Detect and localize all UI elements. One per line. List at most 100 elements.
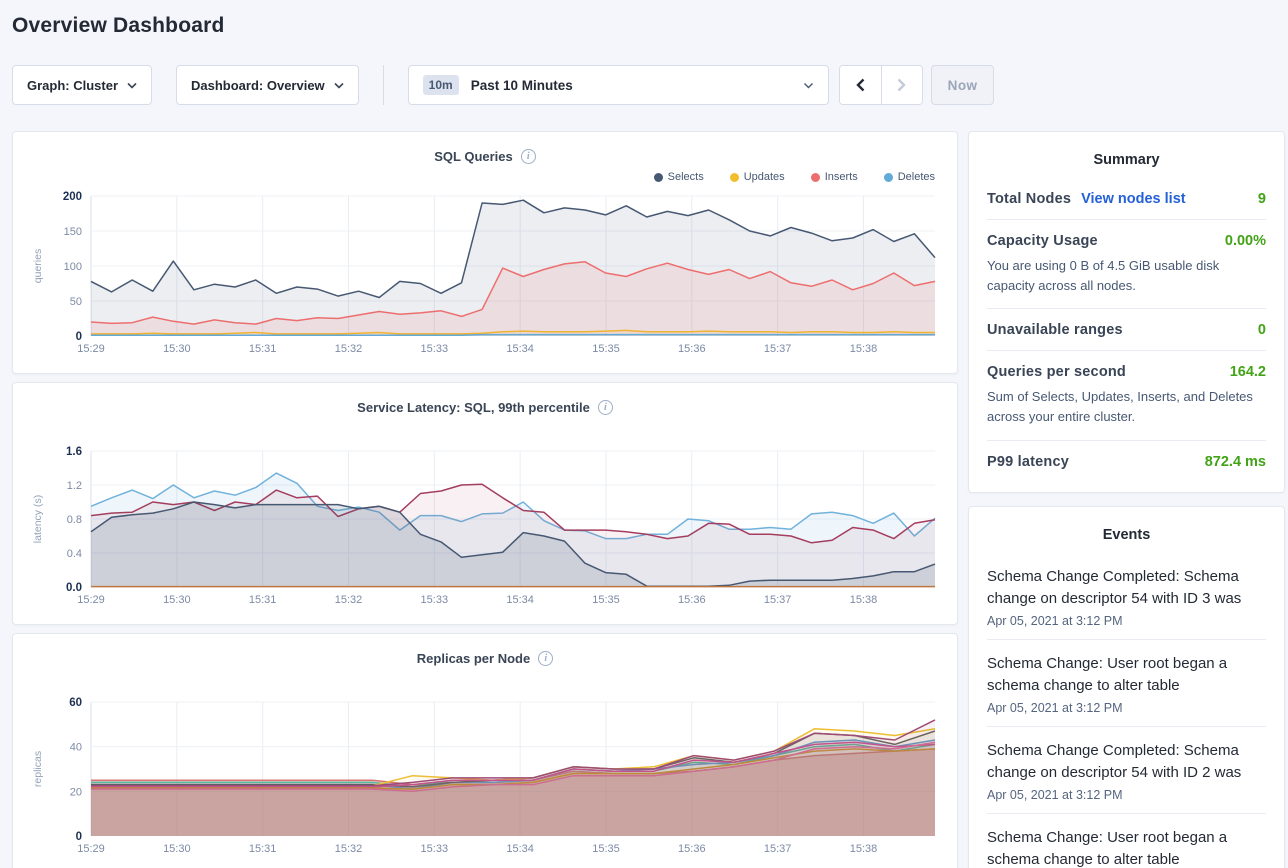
svg-text:1.6: 1.6: [66, 446, 82, 458]
svg-text:15:34: 15:34: [506, 843, 534, 855]
summary-row-total-nodes: Total Nodes View nodes list 9: [987, 178, 1266, 220]
svg-text:0.8: 0.8: [67, 514, 82, 526]
dashboard-dropdown-label: Dashboard: Overview: [191, 77, 325, 93]
svg-text:15:36: 15:36: [678, 594, 706, 606]
svg-text:50: 50: [70, 296, 82, 308]
legend-item[interactable]: Inserts: [810, 171, 858, 183]
svg-text:40: 40: [70, 742, 82, 754]
chevron-down-icon: [334, 82, 344, 89]
sql-queries-panel: SQL Queries i Selects Updates Inserts Delet…: [12, 131, 958, 374]
time-back-button[interactable]: [839, 66, 881, 104]
svg-text:15:37: 15:37: [764, 343, 792, 355]
page-title: Overview Dashboard: [12, 14, 225, 37]
svg-text:15:30: 15:30: [163, 343, 191, 355]
svg-text:15:29: 15:29: [77, 843, 105, 855]
info-icon[interactable]: i: [597, 399, 613, 415]
event-timestamp: Apr 05, 2021 at 3:12 PM: [987, 700, 1123, 715]
graph-dropdown-label: Graph: Cluster: [27, 77, 119, 93]
svg-text:queries: queries: [32, 249, 44, 283]
svg-text:latency (s): latency (s): [32, 495, 44, 543]
time-forward-button[interactable]: [880, 66, 922, 104]
service-latency-panel: Service Latency: SQL, 99th percentile i …: [12, 382, 958, 625]
summary-panel: Summary Total Nodes View nodes list 9 Ca…: [968, 131, 1285, 493]
svg-text:15:29: 15:29: [77, 343, 105, 355]
legend-item[interactable]: Deletes: [883, 171, 935, 183]
summary-row-capacity-usage: Capacity Usage 0.00% You are using 0 B o…: [987, 220, 1266, 310]
total-nodes-value: 9: [1257, 191, 1266, 207]
legend-item[interactable]: Updates: [729, 171, 785, 183]
svg-text:15:38: 15:38: [850, 594, 878, 606]
event-text: Schema Change Completed: Schema change o…: [987, 741, 1242, 781]
info-icon[interactable]: i: [520, 148, 536, 164]
p99-latency-label: P99 latency: [987, 453, 1069, 470]
sidebar-column: Summary Total Nodes View nodes list 9 Ca…: [968, 131, 1285, 868]
svg-text:replicas: replicas: [32, 751, 44, 787]
event-item: Schema Change: User root began a schema …: [987, 640, 1266, 727]
replicas-per-node-title: Replicas per Node: [416, 650, 531, 666]
dashboard-dropdown[interactable]: Dashboard: Overview: [176, 65, 359, 105]
main-content: SQL Queries i Selects Updates Inserts Delet…: [12, 131, 1285, 868]
svg-text:15:30: 15:30: [163, 843, 191, 855]
summary-row-queries-per-second: Queries per second 164.2 Sum of Selects,…: [987, 351, 1266, 441]
svg-text:15:36: 15:36: [678, 343, 706, 355]
svg-text:200: 200: [63, 191, 82, 203]
event-timestamp: Apr 05, 2021 at 3:12 PM: [987, 613, 1123, 628]
unavailable-ranges-value: 0: [1257, 322, 1266, 339]
chevron-down-icon: [127, 82, 137, 89]
svg-text:15:32: 15:32: [335, 343, 363, 355]
svg-text:15:31: 15:31: [249, 343, 277, 355]
toolbar: Graph: Cluster Dashboard: Overview 10m P…: [12, 65, 1276, 105]
svg-text:15:35: 15:35: [592, 594, 620, 606]
svg-text:15:37: 15:37: [764, 843, 792, 855]
svg-text:15:33: 15:33: [421, 343, 449, 355]
capacity-usage-label: Capacity Usage: [987, 233, 1098, 249]
queries-per-second-label: Queries per second: [987, 364, 1126, 381]
event-item: Schema Change Completed: Schema change o…: [987, 553, 1266, 640]
svg-text:15:37: 15:37: [764, 594, 792, 606]
time-range-selector[interactable]: 10m Past 10 Minutes: [407, 65, 829, 105]
info-icon[interactable]: i: [538, 650, 554, 666]
svg-text:1.2: 1.2: [67, 480, 82, 492]
unavailable-ranges-label: Unavailable ranges: [987, 322, 1123, 339]
event-item: Schema Change: User root began a schema …: [987, 814, 1266, 868]
svg-text:0.4: 0.4: [67, 548, 82, 560]
event-text: Schema Change: User root began a schema …: [987, 654, 1228, 694]
svg-text:150: 150: [64, 226, 82, 238]
svg-text:15:33: 15:33: [421, 843, 449, 855]
svg-text:15:36: 15:36: [678, 843, 706, 855]
sql-queries-legend: Selects Updates Inserts Deletes: [29, 166, 941, 188]
now-button[interactable]: Now: [930, 65, 995, 105]
svg-text:15:32: 15:32: [335, 594, 363, 606]
sql-queries-chart[interactable]: 15:29 15:30 15:31 15:32 15:33 15:34 15:35 15:36…: [29, 188, 941, 360]
service-latency-chart[interactable]: 15:29 15:30 15:31 15:32 15:33 15:34 15:35 15:36…: [29, 443, 941, 611]
chevron-down-icon: [803, 76, 814, 94]
service-latency-title: Service Latency: SQL, 99th percentile: [357, 399, 590, 415]
charts-column: SQL Queries i Selects Updates Inserts Delet…: [12, 131, 958, 868]
svg-text:100: 100: [64, 261, 82, 273]
event-text: Schema Change: User root began a schema …: [987, 828, 1228, 868]
svg-text:15:33: 15:33: [421, 594, 449, 606]
svg-text:15:35: 15:35: [592, 843, 620, 855]
legend-dot-icon: [653, 172, 663, 182]
svg-text:15:35: 15:35: [592, 343, 620, 355]
event-text: Schema Change Completed: Schema change o…: [987, 567, 1242, 607]
svg-text:15:31: 15:31: [249, 594, 277, 606]
legend-label: Selects: [667, 171, 704, 183]
view-nodes-list-link[interactable]: View nodes list: [1081, 191, 1186, 207]
event-timestamp: Apr 05, 2021 at 3:12 PM: [987, 787, 1123, 802]
legend-label: Updates: [743, 171, 785, 183]
toolbar-divider: [382, 65, 384, 105]
queries-per-second-value: 164.2: [1229, 364, 1266, 381]
legend-label: Deletes: [897, 171, 935, 183]
svg-text:15:29: 15:29: [77, 594, 105, 606]
events-panel: Events Schema Change Completed: Schema c…: [968, 505, 1285, 868]
queries-per-second-subtext: Sum of Selects, Updates, Inserts, and De…: [987, 389, 1253, 425]
svg-text:60: 60: [69, 697, 82, 709]
graph-dropdown[interactable]: Graph: Cluster: [12, 65, 153, 105]
capacity-usage-value: 0.00%: [1224, 233, 1266, 249]
svg-text:15:31: 15:31: [249, 843, 277, 855]
replicas-per-node-chart[interactable]: 15:29 15:30 15:31 15:32 15:33 15:34 15:35 15:36…: [29, 694, 941, 860]
event-item: Schema Change Completed: Schema change o…: [987, 727, 1266, 814]
legend-dot-icon: [810, 172, 820, 182]
legend-item[interactable]: Selects: [653, 171, 704, 183]
